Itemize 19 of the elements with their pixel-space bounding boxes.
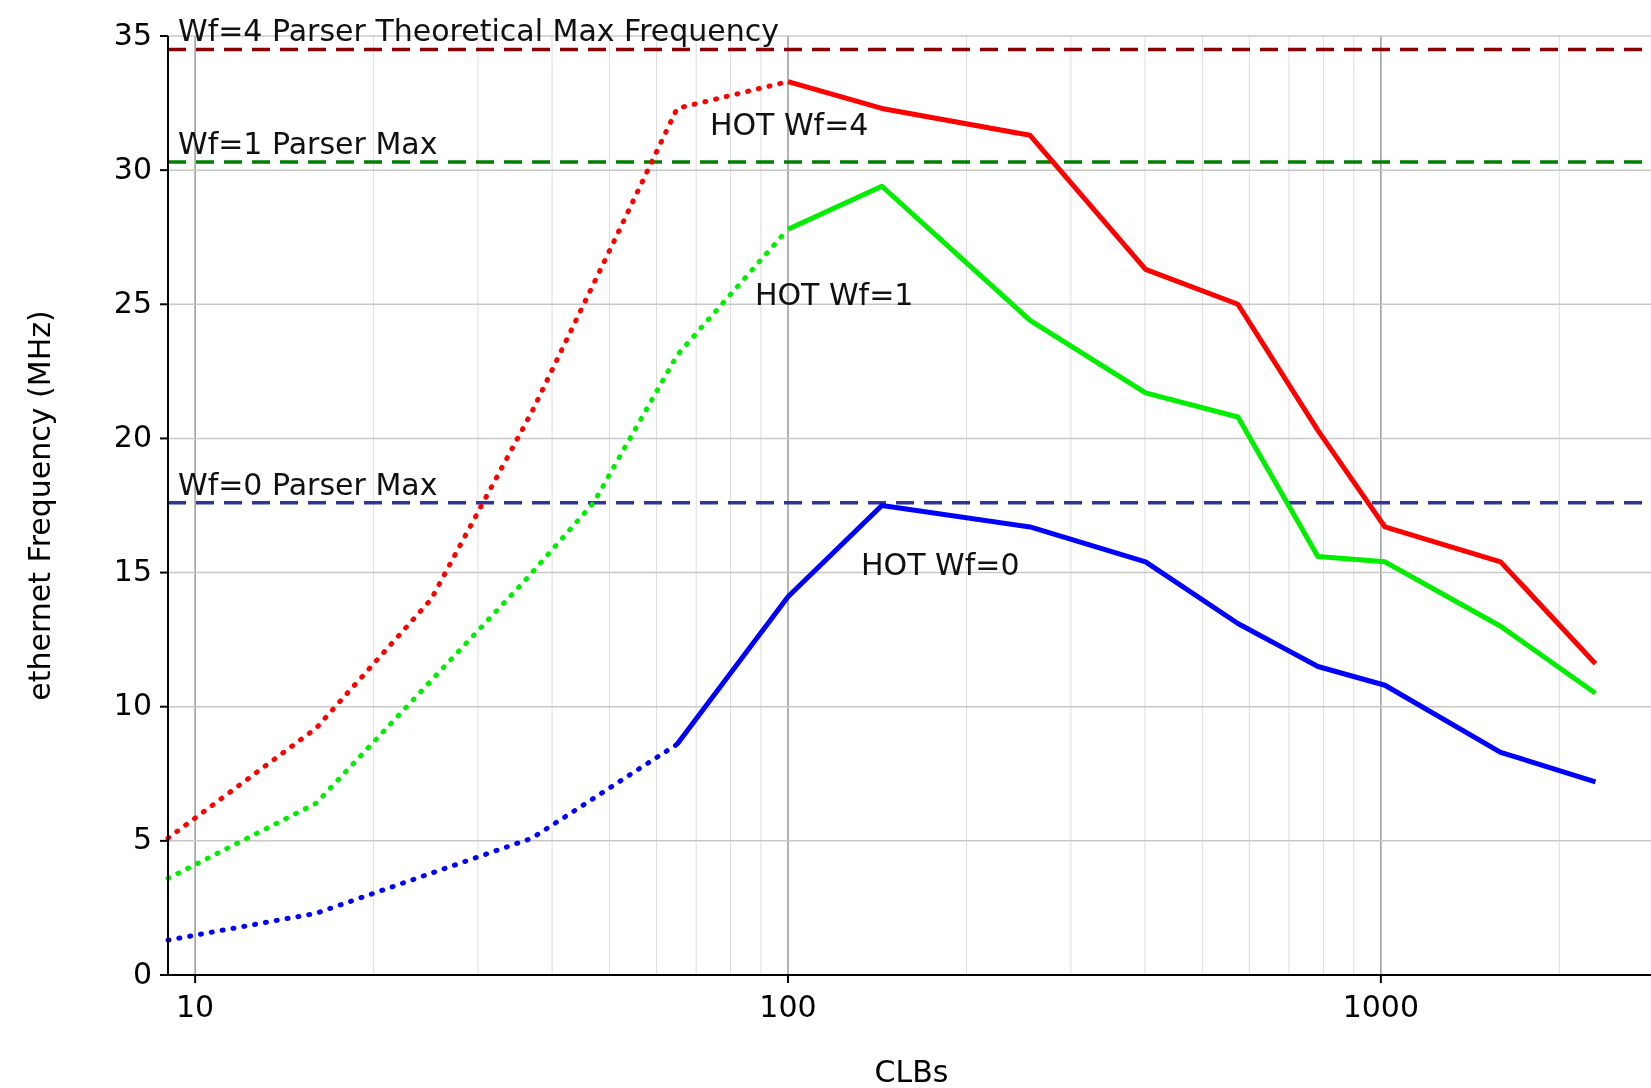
x-axis-title: CLBs bbox=[874, 1054, 949, 1088]
y-tick-label: 25 bbox=[113, 284, 152, 320]
y-tick-label: 15 bbox=[113, 553, 152, 589]
annotation: Wf=4 Parser Theoretical Max Frequency bbox=[178, 13, 780, 49]
y-tick-label: 35 bbox=[113, 16, 152, 52]
series-label: HOT Wf=1 bbox=[754, 276, 914, 312]
x-tick-label: 100 bbox=[759, 989, 817, 1024]
series-label: HOT Wf=4 bbox=[709, 106, 869, 142]
annotation: Wf=0 Parser Max bbox=[178, 466, 438, 502]
y-tick-label: 5 bbox=[132, 821, 152, 857]
y-axis-title: ethernet Frequency (MHz) bbox=[22, 310, 57, 701]
annotation: Wf=1 Parser Max bbox=[178, 126, 438, 162]
y-tick-label: 10 bbox=[113, 687, 152, 723]
x-tick-label: 10 bbox=[176, 989, 215, 1024]
series-label: HOT Wf=0 bbox=[860, 547, 1020, 583]
y-tick-label: 0 bbox=[132, 955, 152, 991]
y-tick-label: 20 bbox=[113, 418, 152, 454]
y-tick-label: 30 bbox=[113, 150, 152, 186]
x-tick-label: 1000 bbox=[1342, 989, 1420, 1024]
